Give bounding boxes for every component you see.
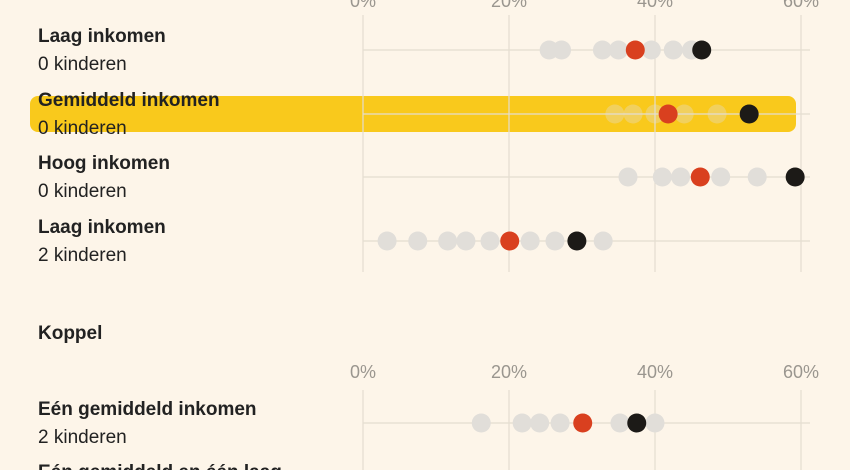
other-dot — [618, 167, 638, 187]
other-dot — [671, 167, 691, 187]
row-label: Gemiddeld inkomen — [38, 90, 220, 111]
other-dot — [652, 167, 672, 187]
red-dot — [573, 413, 593, 433]
other-dot — [520, 231, 540, 251]
other-dot — [530, 413, 550, 433]
other-dot — [711, 167, 731, 187]
x-tick-label: 20% — [491, 362, 527, 382]
other-dot — [610, 413, 630, 433]
other-dot — [641, 40, 661, 60]
row-sublabel: 0 kinderen — [38, 118, 127, 139]
other-dot — [609, 40, 628, 60]
x-tick-label: 40% — [637, 0, 673, 11]
red-dot — [625, 40, 645, 60]
other-dot — [545, 231, 565, 251]
other-dot — [480, 231, 500, 251]
other-dot — [512, 413, 532, 433]
other-dot — [623, 104, 643, 124]
row-label: Hoog inkomen — [38, 153, 170, 174]
x-tick-label: 20% — [491, 0, 527, 11]
other-dot — [645, 413, 665, 433]
black-dot — [785, 167, 805, 187]
other-dot — [377, 231, 397, 251]
row-sublabel: 2 kinderen — [38, 245, 127, 266]
other-dot — [707, 104, 727, 124]
red-dot — [690, 167, 710, 187]
red-dot — [500, 231, 520, 251]
other-dot — [408, 231, 428, 251]
other-dot — [471, 413, 491, 433]
x-tick-label: 60% — [783, 0, 819, 11]
other-dot — [550, 413, 570, 433]
other-dot — [747, 167, 767, 187]
other-dot — [593, 231, 613, 251]
row-label: Eén gemiddeld inkomen — [38, 399, 257, 420]
other-dot — [674, 104, 694, 124]
row-sublabel: 0 kinderen — [38, 54, 127, 75]
other-dot — [438, 231, 458, 251]
black-dot — [627, 413, 647, 433]
red-dot — [658, 104, 678, 124]
row-label: Laag inkomen — [38, 217, 166, 238]
other-dot — [663, 40, 683, 60]
row-label: Laag inkomen — [38, 26, 166, 47]
black-dot — [739, 104, 759, 124]
other-dot — [645, 104, 665, 124]
other-dot — [592, 40, 612, 60]
section-title: Koppel — [38, 323, 102, 344]
row-sublabel: 0 kinderen — [38, 181, 127, 202]
x-tick-label: 60% — [783, 362, 819, 382]
black-dot — [692, 40, 712, 60]
row-sublabel: 2 kinderen — [38, 427, 127, 448]
row-label: Eén gemiddeld en één laag — [38, 462, 282, 470]
x-tick-label: 0% — [350, 362, 376, 382]
other-dot — [605, 104, 625, 124]
x-tick-label: 0% — [350, 0, 376, 11]
x-tick-label: 40% — [637, 362, 673, 382]
other-dot — [552, 40, 572, 60]
black-dot — [567, 231, 587, 251]
other-dot — [456, 231, 476, 251]
